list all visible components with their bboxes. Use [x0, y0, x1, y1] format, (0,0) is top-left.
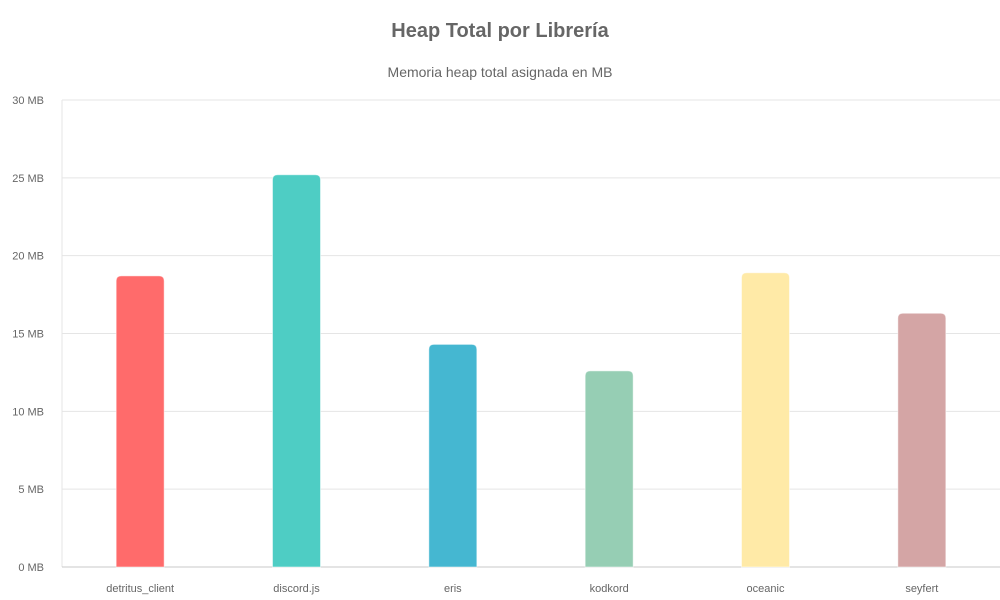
y-tick-label: 20 MB [12, 251, 44, 263]
x-tick-label: eris [444, 583, 462, 595]
y-tick-label: 0 MB [18, 562, 44, 574]
y-tick-label: 30 MB [12, 95, 44, 107]
bar-kodkord [584, 370, 634, 568]
bar-seyfert [897, 312, 947, 568]
x-tick-label: detritus_client [106, 583, 174, 595]
bar-oceanic [741, 272, 790, 568]
y-tick-label: 15 MB [12, 329, 44, 341]
chart-subtitle: Memoria heap total asignada en MB [387, 64, 613, 80]
y-tick-label: 10 MB [12, 406, 44, 418]
bar-discord-js [272, 174, 321, 568]
x-tick-label: discord.js [273, 583, 320, 595]
y-tick-label: 25 MB [12, 173, 44, 185]
y-tick-label: 5 MB [18, 484, 44, 496]
x-tick-label: oceanic [747, 583, 785, 595]
bar-detritus-client [115, 275, 165, 568]
x-tick-label: kodkord [590, 583, 629, 595]
chart-title: Heap Total por Librería [391, 20, 609, 42]
x-tick-label: seyfert [905, 583, 938, 595]
bar-eris [428, 343, 478, 568]
